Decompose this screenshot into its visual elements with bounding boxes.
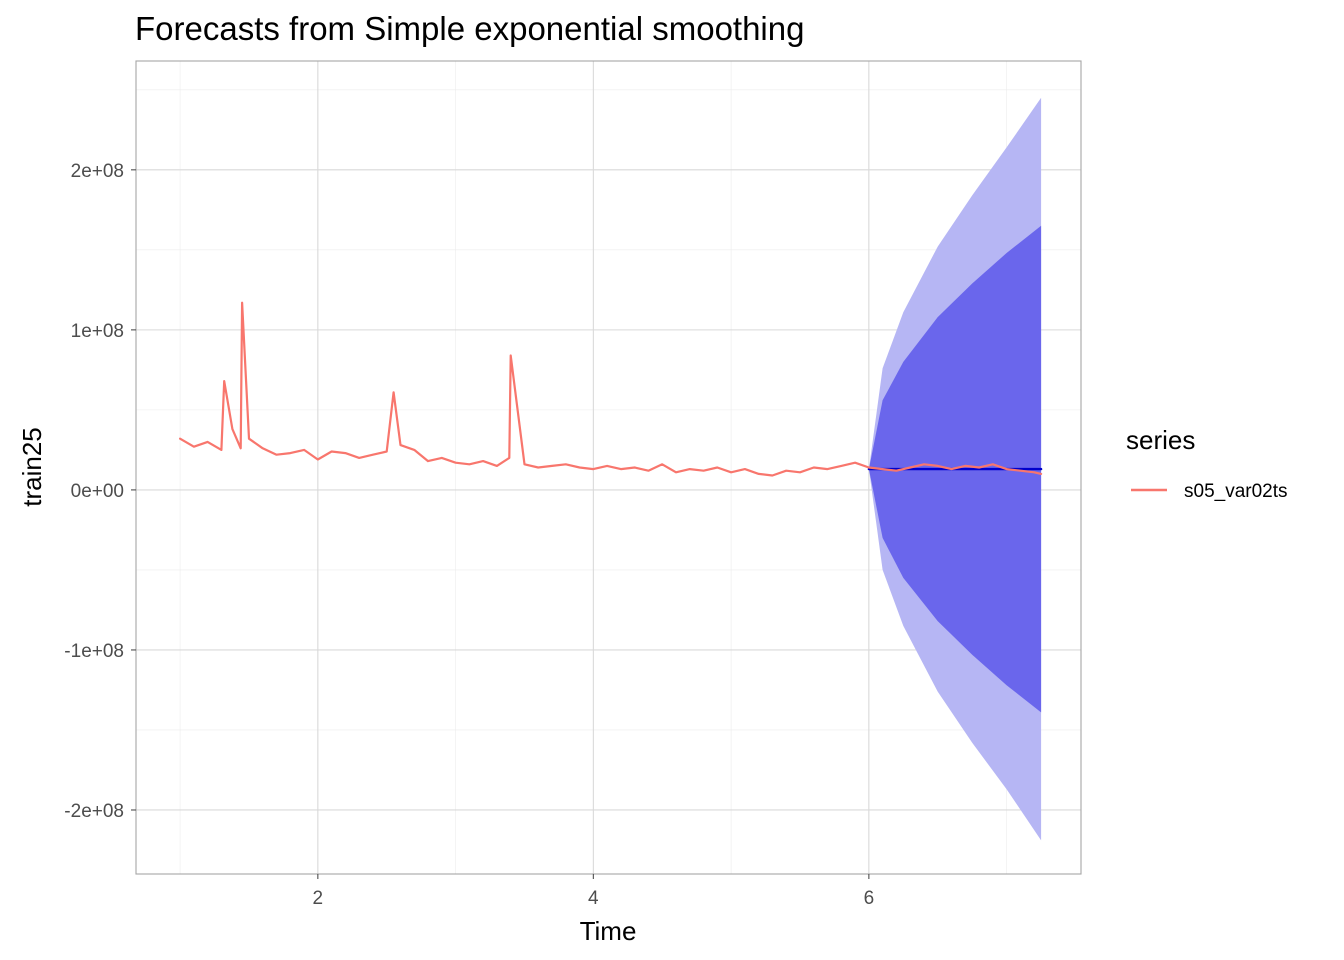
y-axis: -2e+08 -1e+08 0e+00 1e+08 2e+08 — [64, 161, 136, 822]
x-tick-label: 2 — [313, 888, 324, 909]
y-tick-label: 1e+08 — [71, 321, 124, 342]
legend-title: series — [1126, 425, 1195, 455]
y-tick-label: -1e+08 — [64, 641, 124, 662]
x-tick-label: 6 — [864, 888, 875, 909]
plot-panel — [135, 60, 1082, 875]
series-line-s05_var02ts — [179, 301, 1043, 477]
x-tick-label: 4 — [588, 888, 599, 909]
y-tick-label: -2e+08 — [64, 801, 124, 822]
x-axis: 2 4 6 — [313, 874, 875, 909]
y-tick-label: 2e+08 — [71, 161, 124, 182]
legend: series s05_var02ts — [1126, 425, 1288, 502]
chart-title: Forecasts from Simple exponential smooth… — [135, 10, 804, 47]
x-axis-title: Time — [580, 916, 637, 946]
y-tick-label: 0e+00 — [71, 481, 124, 502]
series-lines — [179, 301, 1043, 477]
panel-border — [135, 60, 1082, 875]
y-axis-title: train25 — [17, 427, 47, 507]
legend-label: s05_var02ts — [1184, 481, 1288, 502]
